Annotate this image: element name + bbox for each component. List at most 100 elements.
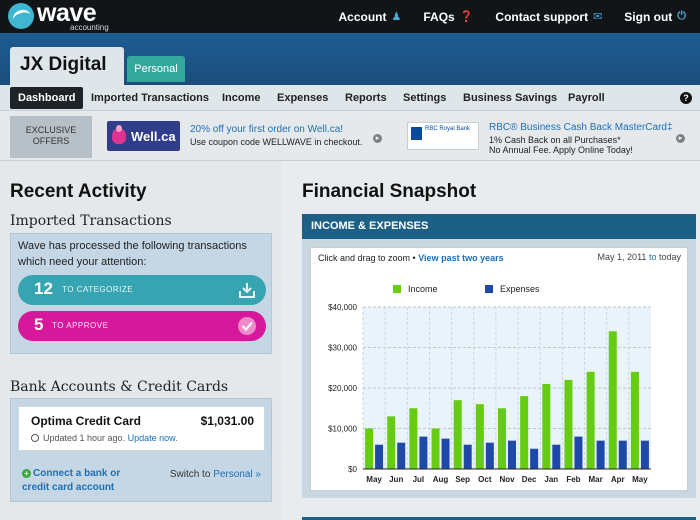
bar-income[interactable] (564, 379, 573, 469)
to-approve-button[interactable]: 5 TO APPROVE (18, 311, 266, 341)
to-categorize-button[interactable]: 12 TO CATEGORIZE (18, 275, 266, 305)
view-past-two-years-link[interactable]: View past two years (418, 253, 504, 263)
bar-income[interactable] (475, 404, 484, 469)
rbc-offer-subtitle-1: 1% Cash Back on all Purchases* (489, 135, 621, 145)
tab-reports[interactable]: Reports (345, 92, 387, 104)
legend-label-expenses[interactable]: Expenses (500, 284, 540, 294)
bar-expenses[interactable] (508, 440, 516, 469)
x-tick-label: Feb (566, 475, 580, 484)
credit-card-account-row[interactable]: Optima Credit Card $1,031.00 Updated 1 h… (18, 406, 265, 451)
rbc-shield-icon (411, 127, 422, 140)
tab-settings[interactable]: Settings (403, 92, 447, 104)
wave-logo[interactable]: wave accounting (8, 0, 109, 32)
business-name: JX Digital (20, 54, 107, 75)
bar-income[interactable] (542, 383, 551, 469)
bar-expenses[interactable] (397, 442, 406, 469)
bar-income[interactable] (608, 331, 617, 469)
bar-income[interactable] (586, 371, 595, 469)
contact-support-label: Contact support (495, 9, 589, 24)
sign-out-link[interactable]: Sign out ⏻ (624, 10, 686, 24)
bar-expenses[interactable] (552, 444, 561, 469)
financial-snapshot-column: Financial Snapshot INCOME & EXPENSES Cli… (282, 161, 700, 520)
imported-transactions-box: Wave has processed the following transac… (10, 233, 272, 354)
bar-expenses[interactable] (574, 436, 583, 469)
bar-expenses[interactable] (419, 436, 428, 469)
bar-expenses[interactable] (618, 440, 627, 469)
legend-label-income[interactable]: Income (408, 284, 438, 294)
imported-transactions-heading: Imported Transactions (10, 213, 172, 229)
power-icon: ⏻ (677, 10, 686, 22)
wave-logo-icon (8, 3, 34, 29)
tab-imported-transactions[interactable]: Imported Transactions (91, 92, 209, 104)
y-tick-label: $10,000 (328, 425, 357, 434)
update-now-link[interactable]: Update now. (127, 433, 178, 443)
bar-income[interactable] (365, 428, 374, 470)
income-expenses-chart[interactable]: Income Expenses $0 $10,000 $20,000 $30,000 $40… (311, 270, 687, 490)
legend-swatch-income[interactable] (393, 285, 401, 293)
recent-activity-title: Recent Activity (10, 181, 147, 202)
x-tick-label: Aug (433, 475, 449, 484)
date-to[interactable]: today (658, 252, 681, 262)
bank-accounts-heading: Bank Accounts & Credit Cards (10, 379, 229, 395)
connect-line-2: credit card account (22, 482, 115, 493)
tab-business-savings[interactable]: Business Savings (463, 92, 558, 104)
connect-line-1: Connect a bank or (33, 468, 121, 479)
chart-container[interactable]: Click and drag to zoom • View past two y… (310, 247, 688, 491)
business-tab[interactable]: JX Digital (10, 47, 124, 85)
tab-expenses[interactable]: Expenses (277, 92, 329, 104)
legend-swatch-expenses[interactable] (485, 285, 493, 293)
chevron-right-icon[interactable]: ▸ (676, 134, 685, 143)
bar-income[interactable] (409, 408, 418, 469)
offers-bar: EXCLUSIVE OFFERS Well.ca 20% off your fi… (0, 113, 700, 161)
connect-account-link[interactable]: + Connect a bank or credit card account (22, 467, 120, 495)
bar-expenses[interactable] (596, 440, 605, 469)
bar-expenses[interactable] (640, 440, 649, 469)
wellca-logo[interactable]: Well.ca (107, 121, 180, 151)
logo-wordmark: wave (37, 0, 97, 27)
account-updated: Updated 1 hour ago. Update now. (31, 433, 178, 443)
personal-tab[interactable]: Personal (127, 56, 185, 82)
help-icon[interactable]: ? (680, 92, 692, 104)
rbc-logo[interactable]: RBC Royal Bank (407, 122, 479, 150)
sign-out-label: Sign out (624, 9, 673, 24)
question-icon: ❓ (459, 11, 474, 23)
x-tick-label: May (366, 475, 382, 484)
bar-expenses[interactable] (463, 444, 472, 469)
bar-income[interactable] (431, 428, 440, 470)
tab-payroll[interactable]: Payroll (568, 92, 605, 104)
rbc-offer-subtitle-2: No Annual Fee. Apply Online Today! (489, 145, 633, 155)
chevron-right-icon[interactable]: ▸ (373, 134, 382, 143)
rbc-offer-title[interactable]: RBC® Business Cash Back MasterCard‡ (489, 122, 673, 133)
x-tick-label: Apr (611, 475, 625, 484)
plus-icon: + (22, 469, 31, 478)
bar-expenses[interactable] (530, 448, 539, 469)
tab-income[interactable]: Income (222, 92, 261, 104)
account-link[interactable]: Account ♟ (338, 10, 401, 24)
x-tick-label: Nov (499, 475, 515, 484)
bar-expenses[interactable] (441, 438, 450, 469)
x-tick-label: Jul (413, 475, 425, 484)
bar-income[interactable] (387, 416, 396, 469)
contact-support-link[interactable]: Contact support ✉ (495, 10, 602, 24)
bar-income[interactable] (498, 408, 506, 469)
bar-expenses[interactable] (485, 442, 494, 469)
categorize-label: TO CATEGORIZE (62, 285, 134, 294)
rbc-logo-text: RBC Royal Bank (425, 126, 471, 132)
tab-dashboard[interactable]: Dashboard (10, 87, 84, 109)
logo-subtitle: accounting (70, 23, 109, 32)
income-expenses-header: INCOME & EXPENSES (302, 214, 696, 239)
bar-expenses[interactable] (375, 444, 384, 469)
updated-text: Updated 1 hour ago. (43, 433, 126, 443)
bar-income[interactable] (630, 371, 639, 469)
faqs-link-label: FAQs (423, 9, 455, 24)
date-from[interactable]: May 1, 2011 (597, 252, 647, 262)
faqs-link[interactable]: FAQs ❓ (423, 10, 473, 24)
switch-personal-link[interactable]: Personal » (213, 469, 261, 480)
wellca-offer-title[interactable]: 20% off your first order on Well.ca! (190, 124, 344, 135)
x-tick-label: Jan (544, 475, 558, 484)
bar-income[interactable] (453, 400, 462, 469)
bar-income[interactable] (520, 396, 529, 469)
switch-personal: Switch to Personal » (170, 469, 261, 480)
checkmark-circle-icon (238, 317, 256, 335)
tulip-icon (112, 125, 126, 144)
